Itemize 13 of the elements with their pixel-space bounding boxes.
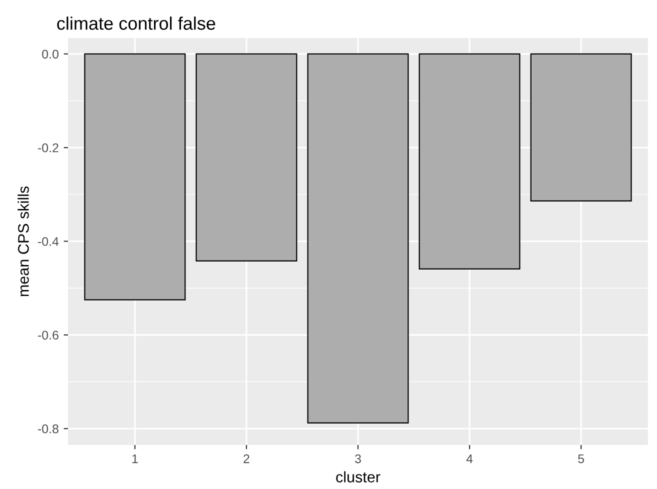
y-axis-title: mean CPS skills — [18, 186, 29, 296]
y-tick-label: 0.0 — [42, 50, 58, 59]
x-tick-label: 4 — [466, 454, 473, 464]
y-tick-label: -0.6 — [38, 330, 58, 340]
y-tick-label: -0.8 — [38, 424, 58, 434]
x-tick-label: 3 — [355, 454, 361, 464]
x-tick-label: 2 — [244, 454, 250, 464]
x-tick-label: 5 — [578, 454, 584, 464]
x-tick-label: 1 — [132, 454, 138, 464]
x-axis-title: cluster — [336, 471, 380, 482]
y-tick-label: -0.2 — [38, 143, 58, 152]
y-tick-label: -0.4 — [38, 237, 59, 246]
chart-title: climate control false — [57, 16, 216, 30]
